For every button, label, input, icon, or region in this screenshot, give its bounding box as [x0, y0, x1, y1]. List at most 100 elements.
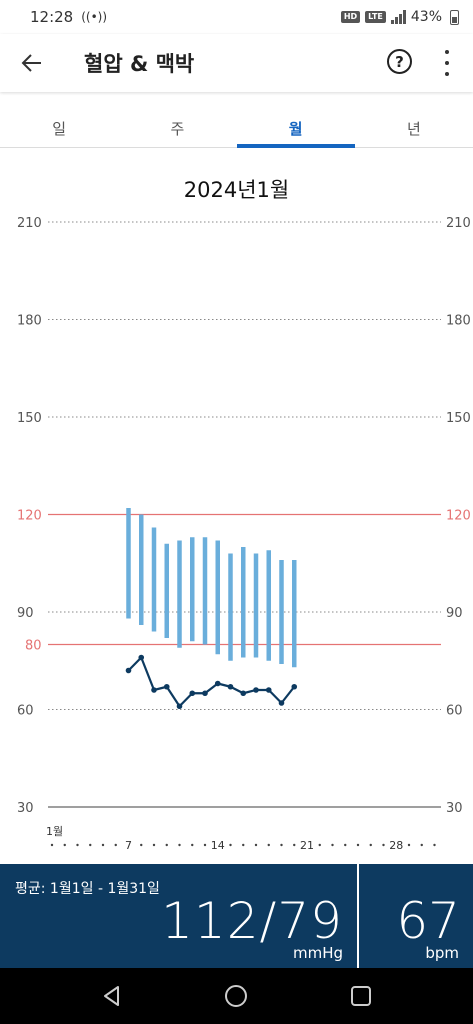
x-day-dot — [63, 843, 66, 847]
threshold-label: 80 — [25, 639, 42, 654]
x-day-dot — [356, 843, 360, 847]
nav-recents-button[interactable] — [341, 976, 381, 1016]
average-pulse-value: 67 — [396, 892, 460, 950]
pulse-point — [291, 683, 298, 690]
x-day-dot — [293, 843, 296, 847]
x-day-dot — [420, 843, 423, 847]
nav-home-button[interactable] — [216, 976, 256, 1016]
x-day-dot — [76, 843, 79, 847]
y-tick-label-right: 90 — [446, 606, 463, 621]
x-day-dot — [191, 843, 194, 847]
y-tick-label-left: 210 — [17, 216, 42, 231]
pulse-point — [265, 687, 272, 693]
x-tick-label: 21 — [300, 839, 314, 852]
tab-month[interactable]: 월 — [236, 98, 356, 148]
x-day-dot — [369, 843, 372, 847]
pulse-point — [214, 680, 221, 687]
average-range-label: 평균: 1월1일 - 1월31일 — [15, 881, 160, 897]
circle-home-icon — [225, 985, 248, 1007]
more-options-button[interactable] — [440, 50, 454, 76]
lte-icon: LTE — [365, 11, 386, 23]
pulse-point — [253, 687, 259, 693]
x-day-dot — [178, 843, 181, 847]
pulse-point — [125, 667, 132, 674]
x-day-dot — [229, 843, 232, 847]
x-day-dot — [331, 843, 334, 847]
x-day-dot — [344, 843, 347, 847]
square-recents-icon — [350, 986, 371, 1006]
bp-unit: mmHg — [292, 944, 343, 962]
arrow-left-icon — [21, 54, 41, 72]
x-day-dot — [318, 843, 321, 847]
battery-icon — [450, 9, 459, 25]
page-title: 혈압 & 맥박 — [84, 52, 195, 76]
signal-icon — [390, 10, 406, 24]
x-day-dot — [382, 843, 385, 847]
app-bar: 혈압 & 맥박 ? — [0, 34, 473, 92]
hd-voice-icon: HD — [340, 11, 361, 23]
x-day-dot — [50, 843, 54, 847]
x-day-dot — [114, 843, 117, 847]
hotspot-icon: ((•)) — [81, 10, 108, 24]
y-tick-label-right: 30 — [446, 801, 463, 816]
y-tick-label-right: 180 — [446, 314, 471, 329]
summary-divider — [357, 864, 359, 968]
x-day-dot — [254, 843, 258, 847]
y-tick-label-left: 90 — [17, 606, 34, 621]
x-day-dot — [433, 843, 436, 847]
tab-week[interactable]: 주 — [170, 120, 185, 138]
y-tick-label-left: 150 — [17, 411, 42, 426]
nav-back-button[interactable] — [92, 976, 132, 1016]
x-day-dot — [140, 843, 143, 847]
y-tick-label-right: 150 — [446, 411, 471, 426]
average-summary: 평균: 1월1일 - 1월31일 112/79 mmHg 67 bpm — [0, 864, 473, 968]
pulse-point — [202, 690, 208, 697]
more-vert-icon — [445, 50, 449, 54]
pulse-point — [138, 654, 145, 661]
pulse-point — [189, 690, 196, 697]
pulse-point — [163, 683, 170, 690]
back-button[interactable] — [0, 34, 64, 92]
x-day-dot — [165, 843, 168, 847]
status-time: 12:28 — [30, 8, 74, 26]
pulse-unit: bpm — [425, 944, 459, 962]
y-tick-label-left: 30 — [17, 801, 34, 816]
tab-day[interactable]: 일 — [52, 120, 67, 138]
x-day-dot — [280, 843, 283, 847]
x-day-dot — [242, 843, 245, 847]
y-tick-label-left: 120 — [17, 509, 42, 524]
pulse-point — [278, 700, 285, 706]
bp-pulse-chart[interactable]: 30 30 60 60 90 90 120 120 150 150 180 180 210 210 80 1월… — [0, 205, 473, 855]
status-icons: HD LTE 43% — [340, 9, 459, 25]
x-tick-label: 28 — [389, 839, 403, 852]
tab-year[interactable]: 년 — [406, 120, 421, 138]
x-day-dot — [407, 843, 411, 847]
y-tick-label-right: 210 — [446, 216, 471, 231]
x-tick-label: 7 — [125, 839, 132, 852]
chart-title: 2024년1월 — [183, 178, 290, 202]
x-day-dot — [152, 843, 156, 847]
x-day-dot — [89, 843, 92, 847]
triangle-back-icon — [104, 986, 120, 1006]
battery-percent: 43% — [410, 9, 442, 25]
y-tick-label-left: 180 — [17, 314, 42, 329]
status-bar: 12:28 ((•)) HD LTE 43% — [0, 0, 473, 34]
system-nav-bar — [0, 968, 473, 1024]
pulse-point — [240, 690, 247, 697]
y-tick-label-right: 120 — [446, 509, 471, 524]
y-tick-label-left: 60 — [17, 704, 34, 719]
pulse-point — [176, 703, 183, 710]
help-button[interactable]: ? — [387, 49, 412, 74]
x-day-dot — [101, 843, 105, 847]
x-tick-label: 1월 — [46, 825, 63, 838]
question-mark-icon: ? — [395, 52, 404, 71]
pulse-point — [227, 683, 234, 690]
pulse-line — [127, 656, 296, 708]
x-tick-label: 14 — [211, 839, 225, 852]
y-tick-label-right: 60 — [446, 704, 463, 719]
x-day-dot — [267, 843, 270, 847]
x-day-dot — [203, 843, 207, 847]
pulse-point — [151, 687, 157, 693]
average-bp-value: 112/79 — [161, 892, 343, 950]
period-tabs: 일 주 월 년 — [0, 98, 473, 148]
